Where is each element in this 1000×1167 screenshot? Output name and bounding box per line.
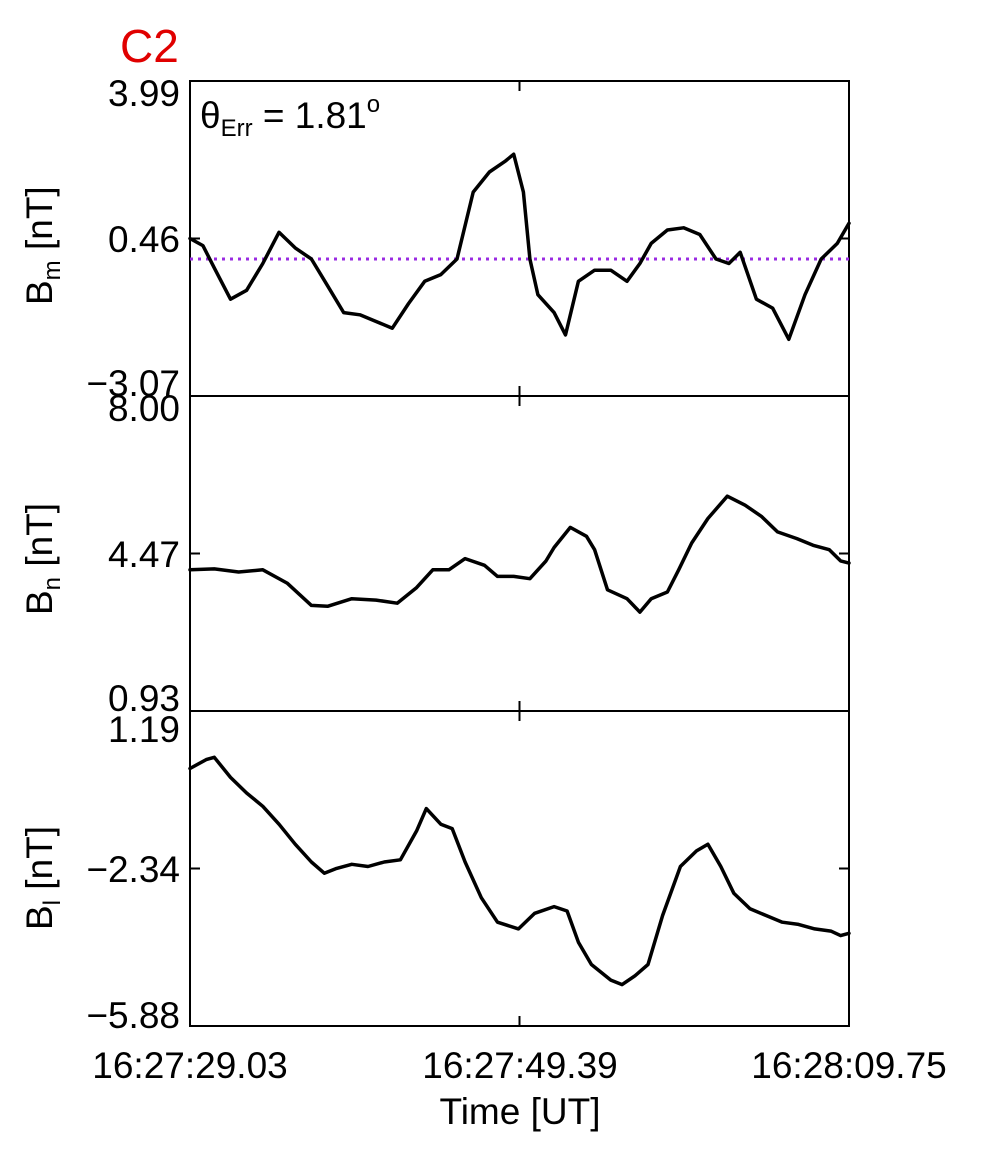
panel-bm-ylabel-main: B	[19, 280, 60, 305]
panel-bm-ytick-top: 3.99	[108, 73, 180, 114]
panel-bn-ylabel-main: B	[19, 590, 60, 615]
panel-bl-ytick-top: 1.19	[108, 709, 180, 750]
panel-bl-ylabel-unit: [nT]	[19, 826, 60, 900]
figure-label: C2	[120, 20, 179, 72]
series-bm-line	[188, 152, 851, 342]
error-annotation-degree: o	[367, 91, 380, 118]
xtick-label-start: 16:27:29.03	[92, 1045, 287, 1086]
panel-bl-frame	[189, 710, 850, 1027]
panel-bm-ytick-mid: 0.46	[108, 219, 180, 260]
series-bl-line	[188, 755, 851, 987]
panel-bn-ylabel-sub: n	[39, 577, 66, 590]
panel-bn: 8.00 4.47 0.93 Bn [nT]	[19, 388, 851, 719]
error-annotation: θErr = 1.81o	[200, 91, 380, 142]
panel-bl-ytick-bottom: −5.88	[86, 995, 180, 1036]
panel-bl-ylabel-main: B	[19, 905, 60, 930]
error-annotation-symbol: θ	[200, 95, 221, 136]
panel-bn-frame	[189, 395, 850, 712]
panel-bl-ylabel-sub: l	[39, 900, 66, 905]
panel-bm-ylabel-sub: m	[39, 260, 66, 280]
xtick-label-end: 16:28:09.75	[751, 1045, 946, 1086]
panel-bn-ylabel: Bn [nT]	[19, 503, 66, 615]
error-annotation-value: = 1.81	[253, 95, 367, 136]
panel-bm-ylabel: Bm [nT]	[19, 186, 66, 305]
panel-bn-ylabel-unit: [nT]	[19, 503, 60, 577]
panel-bn-ytick-mid: 4.47	[108, 534, 180, 575]
panel-bl-ylabel: Bl [nT]	[19, 826, 66, 930]
panel-bl-ytick-mid: −2.34	[86, 849, 180, 890]
error-annotation-sub: Err	[221, 115, 253, 142]
panel-bm-ylabel-unit: [nT]	[19, 186, 60, 260]
panel-bl: 1.19 −2.34 −5.88 Bl [nT]	[19, 709, 851, 1036]
panel-bn-ytick-bottom: 0.93	[108, 678, 180, 719]
panel-bm-ytick-bottom: −3.07	[86, 363, 180, 404]
xtick-label-mid: 16:27:49.39	[422, 1045, 617, 1086]
panel-bn-ytick-top: 8.00	[108, 388, 180, 429]
x-axis-title: Time [UT]	[439, 1091, 600, 1132]
panel-bm: 3.99 0.46 −3.07 Bm [nT] θErr = 1.81o	[19, 73, 851, 404]
series-bn-line	[188, 494, 851, 614]
